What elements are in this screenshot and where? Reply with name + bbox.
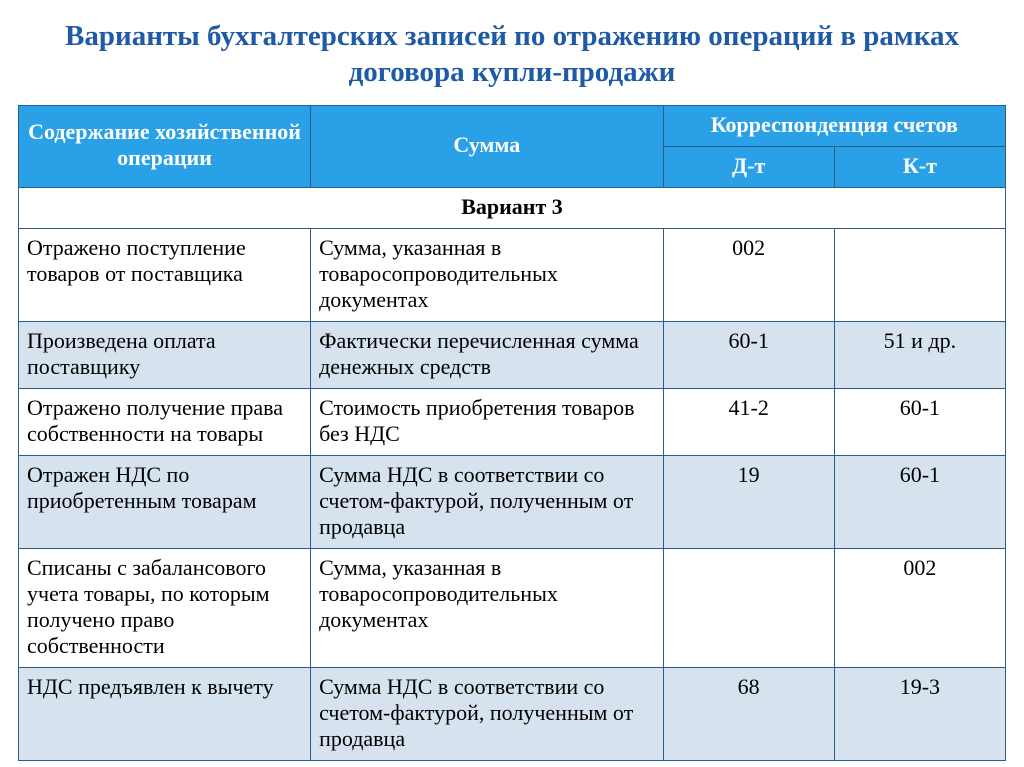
cell-debit: 19 — [663, 455, 834, 548]
cell-operation: Списаны с забалансового учета товары, по… — [19, 548, 311, 667]
table-row: Произведена оплата поставщику Фактически… — [19, 321, 1006, 388]
cell-debit: 41-2 — [663, 388, 834, 455]
col-header-debit: Д-т — [663, 146, 834, 187]
cell-operation: Произведена оплата поставщику — [19, 321, 311, 388]
table-row: Отражен НДС по приобретенным товарам Сум… — [19, 455, 1006, 548]
cell-sum: Сумма, указанная в товаросопроводительны… — [311, 548, 664, 667]
table-row: Отражено получение права собственности н… — [19, 388, 1006, 455]
cell-sum: Сумма, указанная в товаросопроводительны… — [311, 228, 664, 321]
table-row: Списаны с забалансового учета товары, по… — [19, 548, 1006, 667]
page-title: Варианты бухгалтерских записей по отраже… — [18, 18, 1006, 91]
cell-credit — [834, 228, 1005, 321]
cell-operation: Отражено поступление товаров от поставщи… — [19, 228, 311, 321]
cell-credit: 60-1 — [834, 455, 1005, 548]
section-row: Вариант 3 — [19, 187, 1006, 228]
cell-debit: 60-1 — [663, 321, 834, 388]
col-header-credit: К-т — [834, 146, 1005, 187]
cell-sum: Фактически перечисленная сумма денежных … — [311, 321, 664, 388]
cell-sum: Сумма НДС в соответствии со счетом-факту… — [311, 455, 664, 548]
cell-operation: НДС предъявлен к вычету — [19, 667, 311, 760]
col-header-sum: Сумма — [311, 105, 664, 187]
col-header-operation: Содержание хозяйственной операции — [19, 105, 311, 187]
cell-operation: Отражен НДС по приобретенным товарам — [19, 455, 311, 548]
cell-debit: 68 — [663, 667, 834, 760]
cell-debit — [663, 548, 834, 667]
table-row: Отражено поступление товаров от поставщи… — [19, 228, 1006, 321]
page-container: Варианты бухгалтерских записей по отраже… — [0, 0, 1024, 761]
cell-credit: 51 и др. — [834, 321, 1005, 388]
table-row: НДС предъявлен к вычету Сумма НДС в соот… — [19, 667, 1006, 760]
table-body: Вариант 3 Отражено поступление товаров о… — [19, 187, 1006, 760]
accounting-table: Содержание хозяйственной операции Сумма … — [18, 105, 1006, 761]
cell-debit: 002 — [663, 228, 834, 321]
col-header-accounts: Корреспонденция счетов — [663, 105, 1005, 146]
section-label: Вариант 3 — [19, 187, 1006, 228]
cell-credit: 19-3 — [834, 667, 1005, 760]
cell-sum: Стоимость приобретения товаров без НДС — [311, 388, 664, 455]
cell-credit: 60-1 — [834, 388, 1005, 455]
cell-sum: Сумма НДС в соответствии со счетом-факту… — [311, 667, 664, 760]
cell-operation: Отражено получение права собственности н… — [19, 388, 311, 455]
cell-credit: 002 — [834, 548, 1005, 667]
